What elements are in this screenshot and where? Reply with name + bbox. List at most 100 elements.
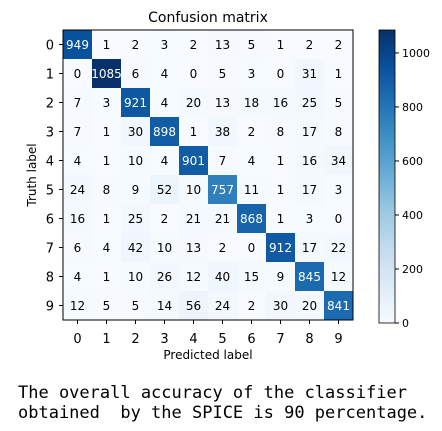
heatmap-cell (179, 117, 208, 146)
cell-value: 1 (103, 212, 111, 226)
y-axis-label: Truth label (25, 143, 39, 207)
cell-value: 12 (186, 270, 201, 284)
heatmap-cell (208, 291, 237, 320)
x-tick-label: 1 (102, 332, 110, 347)
cell-value: 2 (132, 38, 140, 52)
cell-value: 4 (161, 96, 169, 110)
heatmap-cell (92, 291, 121, 320)
x-tick-label: 7 (276, 332, 284, 347)
cell-value: 845 (298, 270, 321, 284)
cell-value: 22 (331, 241, 346, 255)
cell-value: 1 (103, 38, 111, 52)
cell-value: 8 (277, 125, 285, 139)
cell-value: 2 (219, 241, 227, 255)
heatmap-cell (237, 59, 266, 88)
heatmap-cell (295, 262, 324, 291)
heatmap-cell (179, 59, 208, 88)
heatmap-cell (121, 59, 150, 88)
y-tick-label: 5 (46, 184, 54, 199)
cell-value: 3 (335, 183, 343, 197)
cell-value: 6 (74, 241, 82, 255)
cell-value: 4 (161, 154, 169, 168)
heatmap-cell (63, 88, 92, 117)
heatmap-cell (92, 175, 121, 204)
cell-value: 13 (215, 38, 230, 52)
y-tick-label: 1 (46, 68, 54, 83)
cell-value: 921 (124, 96, 147, 110)
cell-value: 2 (248, 299, 256, 313)
cell-value: 0 (277, 67, 285, 81)
heatmap-cell (121, 117, 150, 146)
cell-value: 12 (331, 270, 346, 284)
colorbar-tick-label: 200 (402, 263, 423, 276)
cell-value: 5 (103, 299, 111, 313)
heatmap-cell (208, 262, 237, 291)
heatmap-cell (266, 88, 295, 117)
cell-value: 26 (157, 270, 172, 284)
heatmap-cell (63, 233, 92, 262)
cell-value: 42 (128, 241, 143, 255)
heatmap-cell (179, 88, 208, 117)
heatmap-cell (237, 88, 266, 117)
cell-value: 757 (211, 183, 234, 197)
heatmap-cell (121, 175, 150, 204)
heatmap-cell (121, 233, 150, 262)
cell-value: 10 (157, 241, 172, 255)
heatmap-cell (237, 204, 266, 233)
heatmap-cell (63, 59, 92, 88)
cell-value: 9 (132, 183, 140, 197)
heatmap-cell (208, 88, 237, 117)
heatmap-cell (266, 146, 295, 175)
heatmap-cell (237, 117, 266, 146)
heatmap-cell (324, 59, 353, 88)
heatmap-cell (63, 146, 92, 175)
cell-value: 9 (277, 270, 285, 284)
y-tick-label: 0 (46, 39, 54, 54)
cell-value: 4 (248, 154, 256, 168)
y-tick-label: 8 (46, 271, 54, 286)
heatmap-cell (208, 59, 237, 88)
cell-value: 18 (244, 96, 259, 110)
caption-text: The overall accuracy of the classifier o… (18, 383, 428, 423)
heatmap-cell (208, 204, 237, 233)
cell-value: 949 (66, 38, 89, 52)
cell-value: 1 (335, 67, 343, 81)
cell-value: 1 (103, 125, 111, 139)
cell-value: 17 (302, 241, 317, 255)
cell-value: 24 (70, 183, 85, 197)
cell-value: 2 (248, 125, 256, 139)
heatmap-cell (63, 262, 92, 291)
heatmap-cell (150, 262, 179, 291)
cell-value: 21 (215, 212, 230, 226)
heatmap-cell (295, 175, 324, 204)
cell-value: 898 (153, 125, 176, 139)
heatmap-cell (92, 117, 121, 146)
cell-value: 1 (277, 212, 285, 226)
cell-value: 20 (186, 96, 201, 110)
heatmap-cell (121, 204, 150, 233)
cell-value: 4 (74, 154, 82, 168)
cell-value: 13 (186, 241, 201, 255)
heatmap-cell (295, 204, 324, 233)
cell-value: 52 (157, 183, 172, 197)
heatmap-cell (179, 291, 208, 320)
colorbar (378, 29, 396, 324)
cell-value: 20 (302, 299, 317, 313)
heatmap-cell (266, 204, 295, 233)
x-axis-label: Predicted label (163, 348, 252, 362)
y-tick-label: 6 (46, 213, 54, 228)
cell-value: 3 (161, 38, 169, 52)
heatmap-cell (121, 88, 150, 117)
cell-value: 16 (70, 212, 85, 226)
cell-value: 2 (161, 212, 169, 226)
heatmap-cell (63, 204, 92, 233)
cell-value: 1 (103, 154, 111, 168)
cell-value: 31 (302, 67, 317, 81)
heatmap-cell (179, 233, 208, 262)
heatmap-cell (150, 146, 179, 175)
heatmap-cell (237, 175, 266, 204)
heatmap-cell (63, 175, 92, 204)
colorbar-tick-label: 0 (402, 317, 409, 330)
heatmap-cell (150, 291, 179, 320)
cell-value: 912 (269, 241, 292, 255)
